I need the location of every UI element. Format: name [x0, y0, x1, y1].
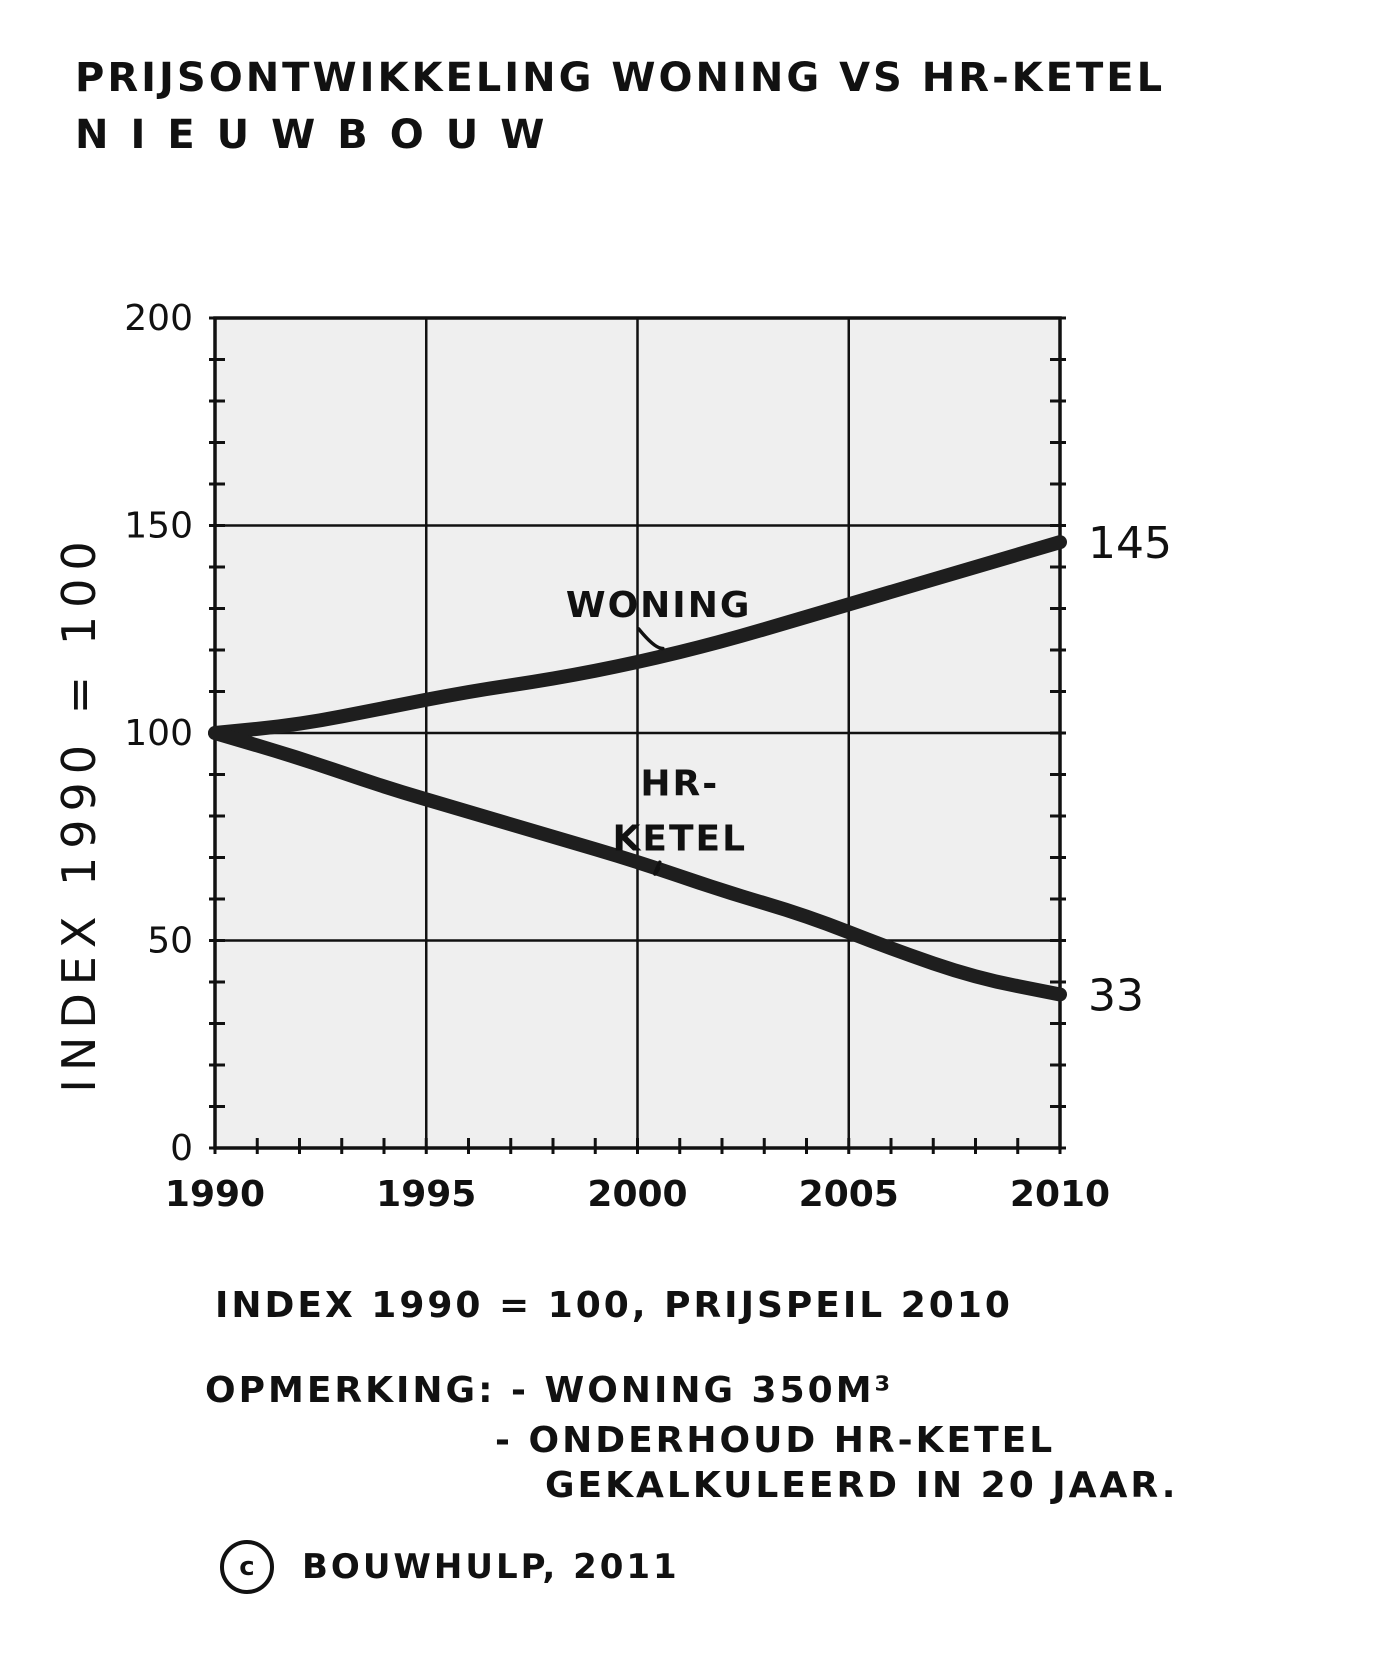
y-tick-label: 100: [124, 713, 193, 754]
series-label-0-line-0: WONING: [566, 585, 752, 626]
copyright-icon: c: [220, 1540, 274, 1594]
chart-title-line2: NIEUWBOUW: [75, 112, 567, 158]
index-note: INDEX 1990 = 100, PRIJSPEIL 2010: [215, 1285, 1013, 1326]
remark-housing: OPMERKING: - WONING 350M³: [205, 1370, 894, 1411]
y-tick-label: 200: [124, 298, 193, 339]
remark-maintenance: - ONDERHOUD HR-KETEL: [495, 1420, 1056, 1461]
series-label-pointer-0: [636, 627, 665, 651]
series-label-1-line-1: KETEL: [612, 818, 747, 859]
y-axis-label: INDEX 1990 = 100: [52, 533, 106, 1092]
end-label-hr-ketel: 33: [1088, 970, 1144, 1021]
series-label-1-line-0: HR-: [640, 763, 719, 804]
copyright-text: BOUWHULP, 2011: [302, 1547, 680, 1587]
remark-calculation: GEKALKULEERD IN 20 JAAR.: [545, 1465, 1179, 1506]
x-tick-label: 2005: [799, 1174, 899, 1215]
end-label-woning: 145: [1088, 518, 1172, 569]
x-tick-label: 1990: [165, 1174, 265, 1215]
y-tick-label: 0: [170, 1128, 193, 1169]
x-tick-label: 2010: [1010, 1174, 1110, 1215]
copyright: c BOUWHULP, 2011: [220, 1540, 680, 1594]
chart-title-line1: PRIJSONTWIKKELING WONING VS HR-KETEL: [75, 55, 1166, 101]
y-tick-label: 150: [124, 506, 193, 547]
series-line-woning: [208, 535, 1067, 740]
series-line-hr-ketel: [208, 726, 1067, 1002]
x-tick-label: 2000: [587, 1174, 687, 1215]
x-tick-label: 1995: [376, 1174, 476, 1215]
series-label-pointer-1: [653, 860, 662, 876]
y-tick-label: 50: [147, 921, 193, 962]
